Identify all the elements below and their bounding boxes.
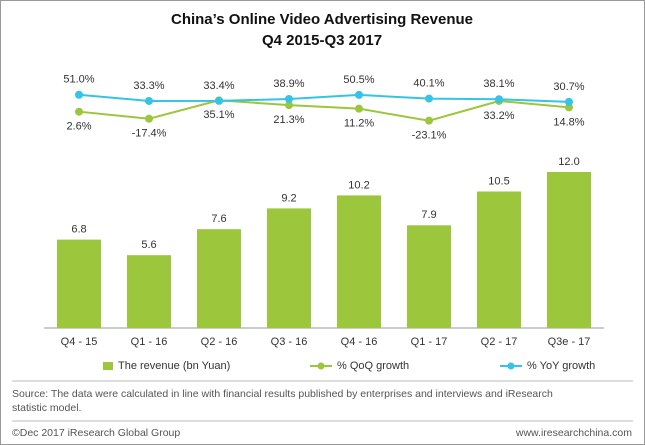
data-label: 38.1% [483,78,514,90]
data-label: 14.8% [553,116,584,128]
bar [267,208,311,328]
data-label: 12.0 [558,156,579,168]
x-tick-label: Q4 - 16 [341,336,378,348]
legend-label: % QoQ growth [337,360,409,372]
line [78,93,570,103]
data-label: 11.2% [344,118,375,130]
chart-subtitle: Q4 2015-Q3 2017 [262,32,382,49]
marker [565,97,573,106]
x-tick-label: Q3e - 17 [548,336,591,348]
data-label: 7.9 [421,209,436,221]
x-tick-label: Q3 - 16 [271,336,308,348]
bar [337,195,381,328]
data-label: -23.1% [412,130,447,142]
marker [145,114,153,123]
data-label: 9.2 [281,192,296,204]
source: statistic model. [12,402,81,414]
data-label: 50.5% [343,74,374,86]
marker [355,104,363,113]
data-label: 6.8 [71,224,86,236]
marker [215,96,223,105]
marker [285,94,293,103]
data-label: 35.1% [203,109,234,121]
footer-left: ©Dec 2017 iResearch Global Group [12,427,180,439]
bar [407,225,451,328]
data-label: 33.4% [203,80,234,92]
x-tick-label: Q1 - 16 [131,336,168,348]
x-tick-label: Q1 - 17 [411,336,448,348]
chart-title: China’s Online Video Advertising Revenue [171,11,473,28]
data-label: 21.3% [273,114,304,126]
line [78,99,570,122]
source: Source: The data were calculated in line… [12,388,553,400]
bar [127,255,171,328]
x-tick-label: Q2 - 17 [481,336,518,348]
bar [197,229,241,328]
marker [355,90,363,99]
data-label: -17.4% [132,128,167,140]
marker [495,95,503,104]
data-label: 10.5 [488,175,509,187]
marker [425,94,433,103]
marker [565,103,573,112]
data-label: 40.1% [413,77,444,89]
x-tick-label: Q2 - 16 [201,336,238,348]
data-label: 5.6 [141,239,156,251]
bar [477,191,521,328]
marker [145,96,153,105]
data-label: 10.2 [348,179,369,191]
footer-right: www.iresearchchina.com [515,427,632,439]
data-label: 7.6 [211,213,226,225]
marker [75,107,83,116]
bar [547,172,591,328]
data-label: 51.0% [63,74,94,86]
data-label: 33.3% [133,80,164,92]
data-label: 33.2% [483,110,514,122]
data-label: 2.6% [66,121,91,133]
legend-label: The revenue (bn Yuan) [118,360,230,372]
marker [75,90,83,99]
marker [285,101,293,110]
data-label: 38.9% [273,78,304,90]
legend-swatch [507,362,515,370]
data-label: 30.7% [553,81,584,93]
bar [57,239,101,328]
marker [425,116,433,125]
legend-swatch [317,362,325,370]
legend-label: % YoY growth [527,360,595,372]
legend-swatch [103,362,113,370]
x-tick-label: Q4 - 15 [61,336,98,348]
